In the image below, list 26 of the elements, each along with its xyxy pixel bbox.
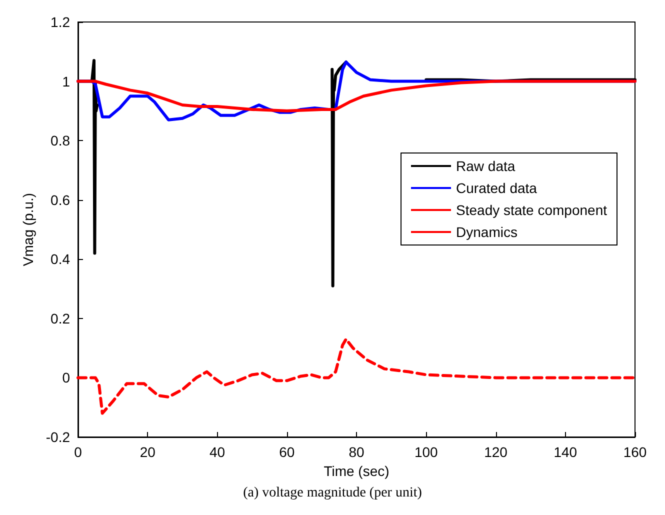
line-series <box>76 338 636 415</box>
legend-label: Dynamics <box>456 224 518 240</box>
x-tick-label: 160 <box>623 444 647 460</box>
y-tick-label: 1.2 <box>50 14 70 30</box>
line-series <box>76 80 636 112</box>
x-tick-label: 60 <box>279 444 295 460</box>
y-axis-title: Vmag (p.u.) <box>20 192 36 266</box>
x-tick-label: 20 <box>140 444 156 460</box>
y-tick-label: 0.4 <box>50 251 70 268</box>
legend-label: Raw data <box>456 158 516 174</box>
y-tick-label: 0.8 <box>50 132 70 149</box>
x-tick-label: 140 <box>554 444 578 460</box>
legend-label: Curated data <box>456 180 538 196</box>
y-tick-label: -0.2 <box>46 429 70 445</box>
x-tick-label: 0 <box>74 444 82 460</box>
y-tick-label: 1 <box>62 73 70 90</box>
x-tick-label: 80 <box>348 444 364 460</box>
x-tick-label: 120 <box>484 444 508 460</box>
x-tick-label: 40 <box>209 444 226 460</box>
x-axis-title: Time (sec) <box>324 462 390 479</box>
y-tick-label: 0.2 <box>50 310 70 326</box>
legend-label: Steady state component <box>456 202 608 218</box>
x-tick-label: 100 <box>414 444 438 460</box>
y-tick-label: 0.6 <box>50 192 70 208</box>
text: (a) voltage magnitude (per unit) <box>243 486 422 500</box>
y-tick-label: 0 <box>62 370 70 386</box>
